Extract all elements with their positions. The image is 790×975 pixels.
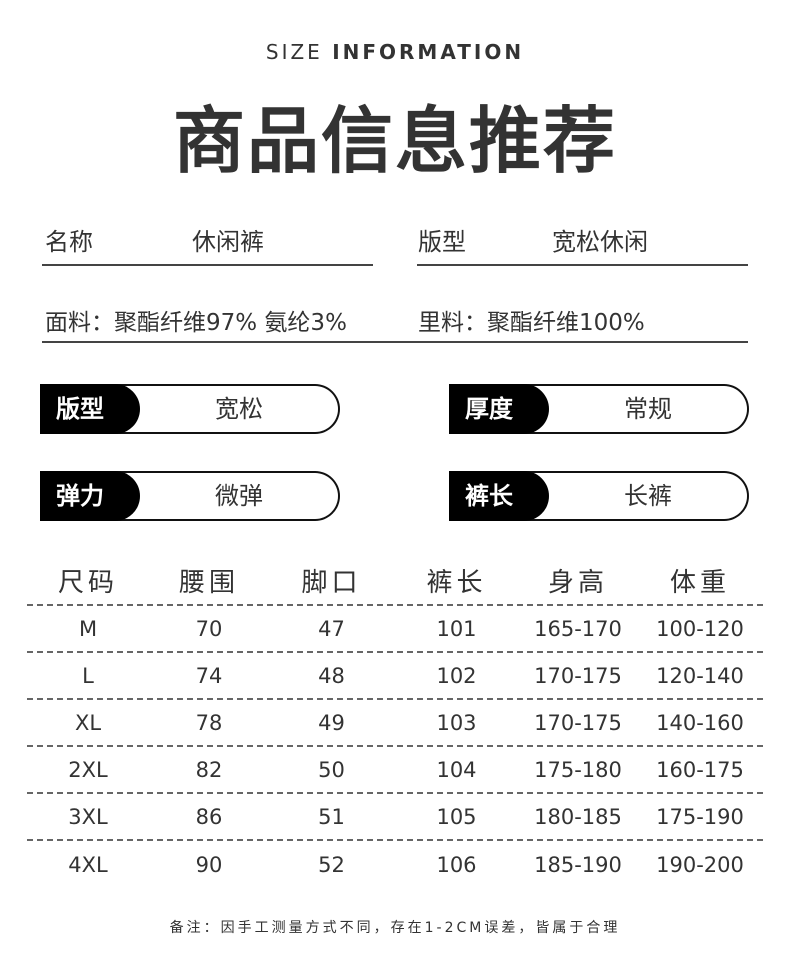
table-cell: 50 — [318, 757, 345, 782]
attribute-pill: 弹力 微弹 — [40, 471, 340, 521]
size-table: 尺码 腰围 脚口 裤长 身高 体重 M 70 47 101 165-170 100-120 L 74 48 1… — [27, 556, 763, 888]
table-cell: 102 — [436, 663, 477, 688]
table-cell: 106 — [436, 852, 477, 877]
table-cell: 48 — [318, 663, 345, 688]
table-cell: 104 — [436, 757, 477, 782]
table-cell: 180-185 — [534, 804, 622, 829]
table-cell: M — [78, 616, 98, 641]
table-row: L 74 48 102 170-175 120-140 — [27, 653, 763, 700]
table-cell: 190-200 — [656, 852, 744, 877]
attribute-label: 弹力 — [40, 471, 140, 521]
divider — [42, 264, 373, 266]
table-cell: 52 — [318, 852, 345, 877]
attribute-label: 裤长 — [449, 471, 549, 521]
column-header: 体重 — [669, 567, 730, 598]
fit-label: 版型 — [418, 228, 466, 256]
table-cell: 3XL — [68, 804, 108, 829]
table-cell: 100-120 — [656, 616, 744, 641]
table-row: XL 78 49 103 170-175 140-160 — [27, 700, 763, 747]
table-cell: 4XL — [68, 852, 108, 877]
attribute-value: 微弹 — [215, 482, 263, 510]
table-row: M 70 47 101 165-170 100-120 — [27, 606, 763, 653]
table-cell: 74 — [195, 663, 223, 688]
subtitle-bold: INFORMATION — [332, 40, 525, 64]
table-cell: 140-160 — [656, 710, 744, 735]
fit-value: 宽松休闲 — [552, 228, 648, 256]
table-cell: 170-175 — [534, 663, 622, 688]
table-cell: 165-170 — [534, 616, 622, 641]
table-cell: L — [82, 663, 94, 688]
lining-info: 里料：聚酯纤维100% — [418, 310, 645, 336]
table-cell: 78 — [195, 710, 223, 735]
divider — [42, 341, 748, 343]
subtitle: SIZE INFORMATION — [0, 40, 790, 64]
attribute-pill: 厚度 常规 — [449, 384, 749, 434]
attribute-value: 长裤 — [624, 482, 672, 510]
table-cell: 175-190 — [656, 804, 744, 829]
table-cell: 120-140 — [656, 663, 744, 688]
column-header: 脚口 — [301, 567, 362, 598]
attribute-label: 厚度 — [449, 384, 549, 434]
table-cell: 49 — [318, 710, 345, 735]
table-cell: 2XL — [68, 757, 108, 782]
attribute-pill: 版型 宽松 — [40, 384, 340, 434]
attribute-label: 版型 — [40, 384, 140, 434]
table-cell: 90 — [195, 852, 223, 877]
note: 备注：因手工测量方式不同，存在1-2CM误差，皆属于合理 — [169, 920, 621, 936]
table-cell: 103 — [436, 710, 477, 735]
table-cell: 86 — [195, 804, 223, 829]
table-row: 2XL 82 50 104 175-180 160-175 — [27, 747, 763, 794]
table-cell: 70 — [195, 616, 223, 641]
name-label: 名称 — [45, 228, 93, 256]
page-title: 商品信息推荐 — [172, 99, 617, 183]
table-header: 尺码 腰围 脚口 裤长 身高 体重 — [27, 556, 763, 606]
attribute-pill: 裤长 长裤 — [449, 471, 749, 521]
attribute-value: 宽松 — [215, 395, 263, 423]
table-cell: 47 — [318, 616, 345, 641]
attribute-value: 常规 — [624, 395, 672, 423]
table-cell: 101 — [436, 616, 477, 641]
table-cell: 160-175 — [656, 757, 744, 782]
table-cell: 51 — [318, 804, 345, 829]
column-header: 身高 — [547, 567, 608, 598]
column-header: 腰围 — [178, 567, 239, 598]
subtitle-light: SIZE — [265, 40, 323, 64]
table-cell: XL — [74, 710, 102, 735]
column-header: 尺码 — [57, 567, 118, 598]
table-cell: 170-175 — [534, 710, 622, 735]
table-cell: 185-190 — [534, 852, 622, 877]
fabric-info: 面料：聚酯纤维97% 氨纶3% — [45, 310, 347, 336]
column-header: 裤长 — [426, 567, 487, 598]
table-row: 3XL 86 51 105 180-185 175-190 — [27, 794, 763, 841]
table-row: 4XL 90 52 106 185-190 190-200 — [27, 841, 763, 888]
divider — [417, 264, 748, 266]
table-cell: 82 — [195, 757, 223, 782]
name-value: 休闲裤 — [192, 228, 264, 256]
table-cell: 175-180 — [534, 757, 622, 782]
table-cell: 105 — [436, 804, 477, 829]
